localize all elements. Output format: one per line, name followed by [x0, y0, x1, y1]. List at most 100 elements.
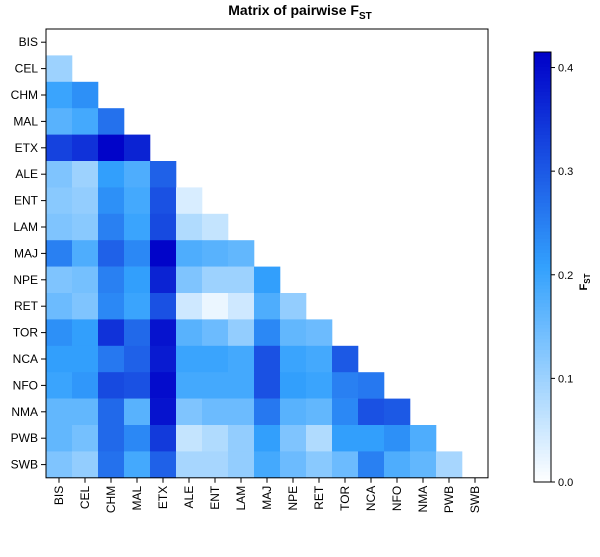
- colorbar-segment: [534, 120, 551, 125]
- colorbar-segment: [534, 385, 551, 390]
- heatmap-cell-RET-MAJ: [254, 293, 281, 320]
- heatmap-cell-SWB-NPE: [280, 451, 307, 479]
- heatmap-cell-SWB-LAM: [228, 451, 255, 479]
- colorbar-segment: [534, 431, 551, 436]
- colorbar-segment: [534, 166, 551, 171]
- colorbar-segment: [534, 363, 551, 368]
- heatmap-cell-NMA-ETX: [150, 398, 177, 426]
- colorbar-segment: [534, 188, 551, 193]
- colorbar-segment: [534, 324, 551, 329]
- heatmap-cell-SWB-PWB: [436, 451, 463, 479]
- heatmap-cell-NCA-RET: [306, 345, 333, 373]
- x-tick-label-TOR: TOR: [338, 485, 352, 510]
- colorbar-segment: [534, 62, 551, 67]
- colorbar-segment: [534, 249, 551, 254]
- colorbar-segment: [534, 224, 551, 229]
- x-tick-label-MAJ: MAJ: [260, 486, 274, 510]
- colorbar-segment: [534, 327, 551, 332]
- y-tick-label-ETX: ETX: [15, 141, 38, 155]
- colorbar-segment: [534, 66, 551, 71]
- colorbar-segment: [534, 317, 551, 322]
- heatmap-cell-PWB-RET: [306, 425, 333, 452]
- heatmap-cell-SWB-ALE: [176, 451, 203, 479]
- heatmap-cell-PWB-NMA: [410, 425, 437, 452]
- heatmap-cell-ETX-BIS: [46, 134, 73, 162]
- colorbar-segment: [534, 91, 551, 96]
- heatmap-cell-PWB-CEL: [72, 425, 99, 452]
- heatmap-cell-NCA-LAM: [228, 345, 255, 373]
- heatmap-cell-ENT-ETX: [150, 187, 177, 215]
- colorbar-segment: [534, 59, 551, 64]
- heatmap-cell-NPE-MAJ: [254, 266, 281, 294]
- x-tick-label-LAM: LAM: [234, 486, 248, 511]
- heatmap-cell-PWB-CHM: [98, 425, 125, 452]
- x-tick-label-CHM: CHM: [104, 486, 118, 513]
- heatmap-cell-TOR-MAJ: [254, 319, 281, 347]
- heatmap-cell-MAJ-ENT: [202, 240, 229, 267]
- heatmap-cell-SWB-ENT: [202, 451, 229, 479]
- heatmap-cell-PWB-NPE: [280, 425, 307, 452]
- colorbar-segment: [534, 127, 551, 132]
- heatmap-cell-NFO-ALE: [176, 372, 203, 399]
- heatmap-cell-NPE-ETX: [150, 266, 177, 294]
- heatmap-cell-PWB-ETX: [150, 425, 177, 452]
- heatmap-cell-ALE-BIS: [46, 161, 73, 188]
- colorbar-segment: [534, 77, 551, 82]
- y-tick-label-LAM: LAM: [13, 220, 38, 234]
- heatmap-cell-RET-ETX: [150, 293, 177, 320]
- colorbar-segment: [534, 102, 551, 107]
- heatmap-cell-RET-NPE: [280, 293, 307, 320]
- heatmap-cell-ALE-MAL: [124, 161, 151, 188]
- colorbar-segment: [534, 306, 551, 311]
- heatmap-cell-NMA-NPE: [280, 398, 307, 426]
- colorbar-segment: [534, 130, 551, 135]
- heatmap-cell-MAL-BIS: [46, 108, 73, 135]
- heatmap-cell-TOR-BIS: [46, 319, 73, 347]
- colorbar-tick-label: 0.4: [558, 63, 573, 75]
- heatmap-cell-NMA-ENT: [202, 398, 229, 426]
- colorbar-tick-label: 0.0: [558, 477, 573, 489]
- heatmap-cell-MAJ-ALE: [176, 240, 203, 267]
- heatmap-cell-MAJ-MAL: [124, 240, 151, 267]
- heatmap-cell-MAJ-ETX: [150, 240, 177, 267]
- heatmap-cell-PWB-LAM: [228, 425, 255, 452]
- x-tick-label-NPE: NPE: [286, 486, 300, 511]
- colorbar-segment: [534, 471, 551, 476]
- heatmap-cell-NCA-NPE: [280, 345, 307, 373]
- colorbar-segment: [534, 356, 551, 361]
- heatmap-cell-NFO-CEL: [72, 372, 99, 399]
- heatmap-cell-PWB-MAL: [124, 425, 151, 452]
- heatmap-cell-MAJ-CHM: [98, 240, 125, 267]
- colorbar-segment: [534, 198, 551, 203]
- heatmap-cell-NCA-ETX: [150, 345, 177, 373]
- colorbar-segment: [534, 381, 551, 386]
- colorbar-segment: [534, 353, 551, 358]
- heatmap-cell-NCA-ALE: [176, 345, 203, 373]
- heatmap-cell-NPE-LAM: [228, 266, 255, 294]
- heatmap-cell-NCA-ENT: [202, 345, 229, 373]
- heatmap-cell-NFO-MAL: [124, 372, 151, 399]
- heatmap-cell-NFO-LAM: [228, 372, 255, 399]
- colorbar-segment: [534, 349, 551, 354]
- x-tick-label-CEL: CEL: [78, 485, 92, 509]
- heatmap-cell-TOR-ETX: [150, 319, 177, 347]
- colorbar-segment: [534, 191, 551, 196]
- y-tick-label-SWB: SWB: [11, 458, 38, 472]
- heatmap-cell-NFO-ENT: [202, 372, 229, 399]
- heatmap-cell-ALE-ETX: [150, 161, 177, 188]
- colorbar-segment: [534, 421, 551, 426]
- heatmap-cell-RET-MAL: [124, 293, 151, 320]
- y-tick-label-NPE: NPE: [13, 273, 38, 287]
- heatmap-cell-NFO-MAJ: [254, 372, 281, 399]
- heatmap-cell-LAM-MAL: [124, 213, 151, 241]
- heatmap-cell-SWB-TOR: [332, 451, 359, 479]
- heatmap-cell-LAM-ETX: [150, 213, 177, 241]
- colorbar-segment: [534, 84, 551, 89]
- heatmap-cell-NMA-NFO: [384, 398, 411, 426]
- heatmap-cell-ENT-BIS: [46, 187, 73, 215]
- colorbar-segment: [534, 134, 551, 139]
- colorbar-frame: [533, 51, 552, 483]
- colorbar-title: FST: [578, 273, 592, 290]
- colorbar-segment: [534, 367, 551, 372]
- colorbar-segment: [534, 302, 551, 307]
